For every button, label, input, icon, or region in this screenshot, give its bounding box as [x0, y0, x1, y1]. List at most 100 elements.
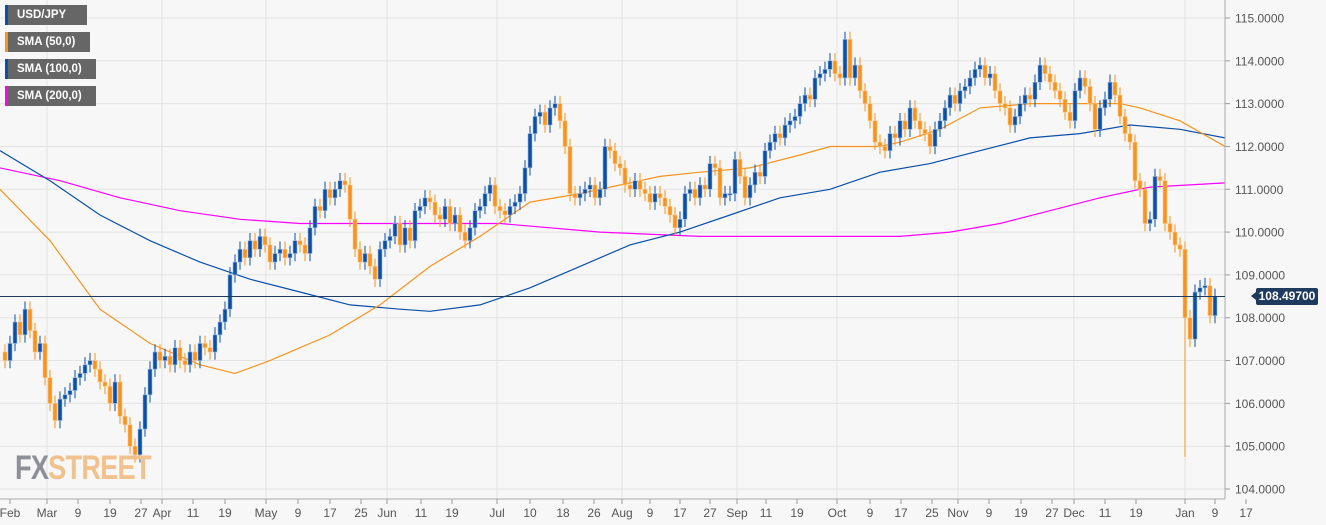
x-tick-label: May	[255, 506, 278, 520]
x-tick-label: Nov	[947, 506, 968, 520]
candle-up	[517, 193, 523, 203]
candle-up	[887, 133, 893, 152]
candles	[2, 31, 1218, 463]
candle-up	[1017, 103, 1023, 117]
candle-up	[217, 321, 223, 336]
y-tick-label: 105.0000	[1235, 440, 1285, 454]
candle-up	[1072, 90, 1078, 122]
candle-up	[967, 77, 973, 87]
legend-label: SMA (100,0)	[17, 63, 82, 75]
legend-item-sma200[interactable]: SMA (200,0)	[5, 86, 96, 106]
candle-down	[667, 206, 673, 216]
candle-up	[232, 261, 238, 276]
candle-down	[207, 347, 213, 353]
candle-up	[147, 368, 153, 396]
legend-color-swatch	[5, 32, 8, 52]
candle-down	[562, 120, 568, 147]
candle-down	[662, 197, 668, 207]
candle-down	[407, 227, 413, 241]
candle-down	[627, 184, 633, 190]
candle-up	[322, 188, 328, 211]
y-tick-label: 115.0000	[1235, 12, 1284, 26]
candle-up	[797, 103, 803, 117]
candle-down	[497, 206, 503, 211]
candle-down	[1132, 141, 1138, 182]
candle-down	[992, 73, 998, 92]
candle-up	[587, 184, 593, 190]
candle-up	[417, 206, 423, 211]
candle-up	[292, 240, 298, 254]
candle-down	[397, 223, 403, 246]
candle-down	[1177, 244, 1183, 250]
candle-down	[657, 193, 663, 199]
candle-down	[1002, 103, 1008, 109]
candle-down	[557, 103, 563, 122]
candle-up	[82, 364, 88, 374]
x-tick-label: 27	[703, 506, 717, 520]
x-tick-label: 19	[218, 506, 232, 520]
legend-item-sma50[interactable]: SMA (50,0)	[5, 32, 90, 52]
candle-up	[522, 167, 528, 194]
x-tick-label: 17	[323, 506, 337, 520]
candle-down	[922, 129, 928, 134]
candle-down	[1117, 94, 1123, 117]
candle-up	[827, 60, 833, 70]
legend-item-usdjpy[interactable]: USD/JPY	[5, 5, 87, 25]
x-tick-label: 9	[647, 506, 654, 520]
legend-color-swatch	[5, 86, 8, 106]
legend-item-sma100[interactable]: SMA (100,0)	[5, 59, 96, 79]
candle-down	[867, 103, 873, 122]
candle-up	[582, 188, 588, 194]
candle-down	[192, 351, 198, 361]
x-tick-label: 19	[445, 506, 459, 520]
candle-down	[692, 188, 698, 199]
candle-up	[212, 334, 218, 353]
y-tick-label: 107.0000	[1235, 354, 1285, 368]
candle-down	[1182, 248, 1188, 319]
candle-up	[77, 373, 83, 378]
candle-down	[1052, 81, 1058, 92]
candle-down	[872, 120, 878, 143]
candle-down	[1172, 231, 1178, 246]
candle-up	[402, 227, 408, 246]
candle-up	[547, 107, 553, 126]
candle-up	[947, 94, 953, 109]
candle-down	[122, 415, 128, 426]
x-tick-label: 19	[1129, 506, 1143, 520]
y-tick-label: 113.0000	[1235, 97, 1284, 111]
candle-up	[287, 253, 293, 259]
candle-up	[682, 193, 688, 220]
candle-down	[267, 244, 273, 263]
candle-down	[847, 39, 853, 79]
candle-down	[432, 201, 438, 216]
candle-up	[482, 193, 488, 207]
candle-up	[1192, 291, 1198, 340]
x-tick-label: Mar	[37, 506, 58, 520]
logo-fx: FX	[15, 449, 49, 487]
candle-up	[747, 184, 753, 199]
candle-down	[462, 231, 468, 241]
x-tick-label: 18	[556, 506, 570, 520]
candle-up	[842, 39, 848, 79]
candle-down	[447, 206, 453, 224]
candle-up	[1097, 107, 1103, 130]
candle-up	[597, 188, 603, 199]
candle-down	[712, 163, 718, 169]
candle-down	[622, 167, 628, 186]
candle-up	[467, 227, 473, 241]
legend-color-swatch	[5, 5, 8, 25]
candle-up	[1102, 99, 1108, 109]
x-tick-label: Feb	[0, 506, 21, 520]
candle-up	[602, 146, 608, 190]
candle-up	[277, 248, 283, 254]
candle-down	[1187, 317, 1193, 340]
candle-down	[917, 120, 923, 130]
candle-up	[392, 223, 398, 237]
y-tick-label: 111.0000	[1235, 183, 1284, 197]
candle-down	[457, 214, 463, 233]
candle-down	[637, 180, 643, 190]
candle-up	[87, 360, 93, 366]
candle-up	[422, 197, 428, 207]
candle-up	[722, 193, 728, 199]
candle-up	[732, 159, 738, 194]
